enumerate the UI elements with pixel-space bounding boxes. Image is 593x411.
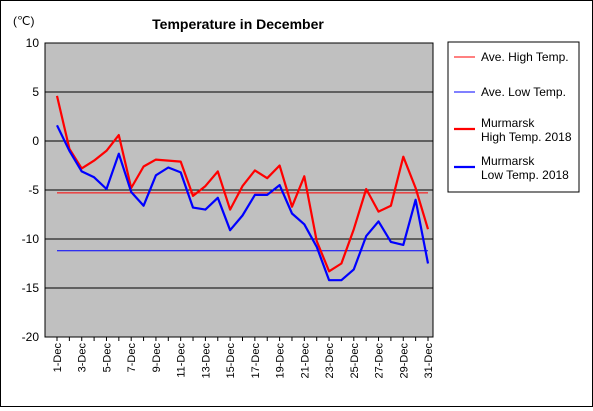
murmansk-high-temp-2018-line xyxy=(55,95,430,273)
legend-label: Murmarsk High Temp. 2018 xyxy=(481,116,572,144)
y-tick-label: 0 xyxy=(32,134,39,148)
y-tick-label: -20 xyxy=(22,330,40,344)
x-tick-label: 7-Dec xyxy=(126,343,138,373)
x-tick-label: 17-Dec xyxy=(250,343,262,379)
x-tick-label: 29-Dec xyxy=(398,343,410,379)
legend: Ave. High Temp. Ave. Low Temp. Murmarsk Hig… xyxy=(447,41,580,193)
murmansk-low-temp-2018-line xyxy=(56,124,430,282)
x-tick-label: 13-Dec xyxy=(200,343,212,379)
x-tick-label: 9-Dec xyxy=(151,343,163,373)
legend-label: Ave. High Temp. xyxy=(481,50,569,64)
x-tick-label: 21-Dec xyxy=(299,343,311,379)
y-axis-unit-label: (℃) xyxy=(13,14,34,28)
x-tick-label: 1-Dec xyxy=(52,343,64,373)
x-tick-label: 25-Dec xyxy=(349,343,361,379)
x-tick-label: 15-Dec xyxy=(225,343,237,379)
y-tick-label: -10 xyxy=(22,232,40,246)
y-tick-label: 10 xyxy=(26,36,40,50)
x-tick-label: 5-Dec xyxy=(101,343,113,373)
plot-area: 10 5 0 -5 -10 -15 -20 1-Dec 3-Dec 5-Dec 7-Dec 9-Dec… xyxy=(22,36,435,378)
x-tick-label: 31-Dec xyxy=(423,343,435,379)
y-tick-label: -5 xyxy=(28,183,39,197)
y-tick-label: 5 xyxy=(32,85,39,99)
x-tick-label: 3-Dec xyxy=(77,343,89,373)
chart-title: Temperature in December xyxy=(152,16,324,32)
legend-label: Murmarsk Low Temp. 2018 xyxy=(481,154,569,182)
y-tick-label: -15 xyxy=(22,281,40,295)
x-tick-label: 23-Dec xyxy=(324,343,336,379)
x-tick-label: 19-Dec xyxy=(275,343,287,379)
x-tick-label: 11-Dec xyxy=(176,343,188,378)
x-tick-label: 27-Dec xyxy=(374,343,386,379)
legend-label: Ave. Low Temp. xyxy=(481,85,566,99)
